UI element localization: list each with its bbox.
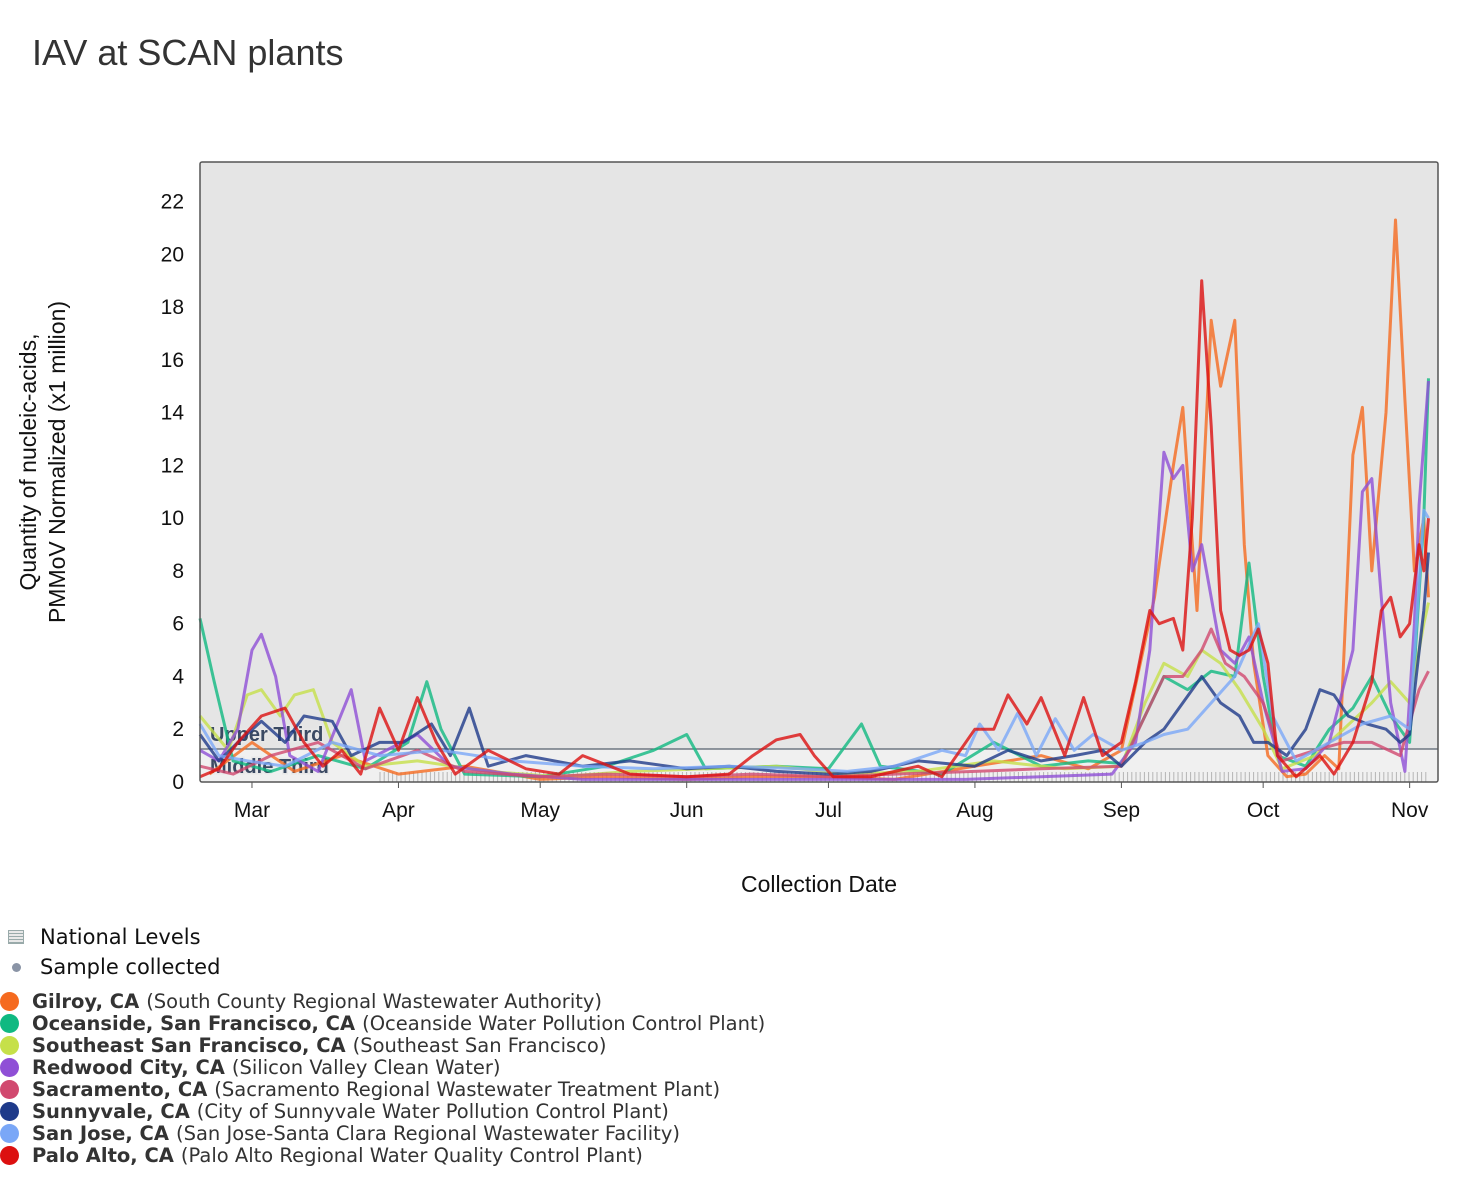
y-tick-label: 6 <box>172 613 184 636</box>
site-name: Southeast San Francisco, CA <box>32 1033 346 1057</box>
site-facility: (Palo Alto Regional Water Quality Contro… <box>180 1143 643 1167</box>
site-facility: (San Jose-Santa Clara Regional Wastewate… <box>175 1121 680 1145</box>
site-color-dot <box>0 1145 19 1165</box>
site-name: Sacramento, CA <box>32 1077 208 1101</box>
site-color-dot <box>0 1079 19 1099</box>
x-tick-label: Jun <box>670 799 704 822</box>
site-legend-item[interactable]: Gilroy, CA (South County Regional Wastewa… <box>0 989 765 1013</box>
x-axis-label: Collection Date <box>741 871 897 897</box>
site-facility: (Sacramento Regional Wastewater Treatmen… <box>214 1077 721 1101</box>
series-line <box>198 552 1430 776</box>
y-axis-label-line: Quantity of nucleic-acids, <box>15 334 41 591</box>
site-legend-item[interactable]: Sacramento, CA (Sacramento Regional Waste… <box>0 1077 765 1101</box>
y-tick-label: 4 <box>172 665 184 688</box>
x-tick-label: Oct <box>1247 799 1280 822</box>
series-lines <box>198 218 1430 781</box>
series-line <box>198 508 1430 773</box>
x-tick-label: Apr <box>382 799 415 822</box>
y-axis-label: Quantity of nucleic-acids, PMMoV Normaliz… <box>15 301 70 623</box>
site-facility: (Oceanside Water Pollution Control Plant… <box>362 1011 766 1035</box>
y-tick-label: 2 <box>172 718 184 741</box>
site-legend-item[interactable]: Redwood City, CA (Silicon Valley Clean Wa… <box>0 1055 765 1079</box>
y-tick-label: 0 <box>172 771 184 794</box>
y-axis-label-line: PMMoV Normalized (x1 million) <box>44 301 70 623</box>
site-name: San Jose, CA <box>32 1121 169 1145</box>
site-color-dot <box>0 991 19 1011</box>
x-tick-label: Sep <box>1103 799 1140 822</box>
site-color-dot <box>0 1101 19 1121</box>
series-line <box>199 279 1430 779</box>
y-tick-label: 10 <box>161 507 184 530</box>
site-legend-item[interactable]: San Jose, CA (San Jose-Santa Clara Region… <box>0 1121 765 1145</box>
y-tick-label: 16 <box>161 349 184 372</box>
site-color-dot <box>0 1123 19 1143</box>
y-tick-label: 8 <box>172 560 184 583</box>
site-legend-item[interactable]: Sunnyvale, CA (City of Sunnyvale Water Po… <box>0 1099 765 1123</box>
site-legend-item[interactable]: Southeast San Francisco, CA (Southeast Sa… <box>0 1033 765 1057</box>
sample-dot-icon <box>12 962 21 972</box>
site-legend: Gilroy, CA (South County Regional Wastewa… <box>0 989 766 1167</box>
legend-sample-collected[interactable]: Sample collected <box>8 952 220 982</box>
y-tick-label: 20 <box>161 243 184 266</box>
site-facility: (Silicon Valley Clean Water) <box>231 1055 501 1079</box>
site-name: Gilroy, CA <box>32 989 140 1013</box>
site-facility: (Southeast San Francisco) <box>352 1033 607 1057</box>
site-legend-item[interactable]: Palo Alto, CA (Palo Alto Regional Water Q… <box>0 1143 765 1167</box>
series-line <box>199 380 1430 781</box>
x-tick-label: May <box>520 799 560 822</box>
site-name: Oceanside, San Francisco, CA <box>32 1011 356 1035</box>
y-tick-label: 22 <box>161 191 184 214</box>
y-tick-label: 18 <box>161 296 184 319</box>
x-tick-label: Nov <box>1391 799 1429 822</box>
axes: 0 2 4 6 8 10 12 14 16 18 20 22 Mar Apr May Jun Jul Aug Sep… <box>161 161 1439 822</box>
x-tick-label: Jul <box>815 799 842 822</box>
legend-national-levels[interactable]: National Levels <box>8 922 220 952</box>
site-color-dot <box>0 1035 19 1055</box>
legend-national-levels-label: National Levels <box>40 925 201 949</box>
site-name: Palo Alto, CA <box>32 1143 174 1167</box>
y-tick-label: 12 <box>161 454 184 477</box>
axis-labels: Collection Date Quantity of nucleic-acids… <box>15 301 897 897</box>
site-color-dot <box>0 1013 19 1033</box>
site-name: Redwood City, CA <box>32 1055 225 1079</box>
plot-frame <box>199 161 1439 783</box>
page-title: IAV at SCAN plants <box>32 32 344 73</box>
x-tick-label: Aug <box>956 799 993 822</box>
x-tick-label: Mar <box>234 799 270 822</box>
site-legend-item[interactable]: Oceanside, San Francisco, CA (Oceanside W… <box>0 1011 766 1035</box>
chart-legend: National Levels Sample collected <box>8 922 220 982</box>
site-facility: (City of Sunnyvale Water Pollution Contr… <box>196 1099 669 1123</box>
site-color-dot <box>0 1057 19 1077</box>
national-levels-icon <box>8 930 24 944</box>
site-facility: (South County Regional Wastewater Author… <box>146 989 603 1013</box>
legend-sample-collected-label: Sample collected <box>40 955 221 979</box>
y-tick-label: 14 <box>161 402 185 425</box>
site-name: Sunnyvale, CA <box>32 1099 190 1123</box>
